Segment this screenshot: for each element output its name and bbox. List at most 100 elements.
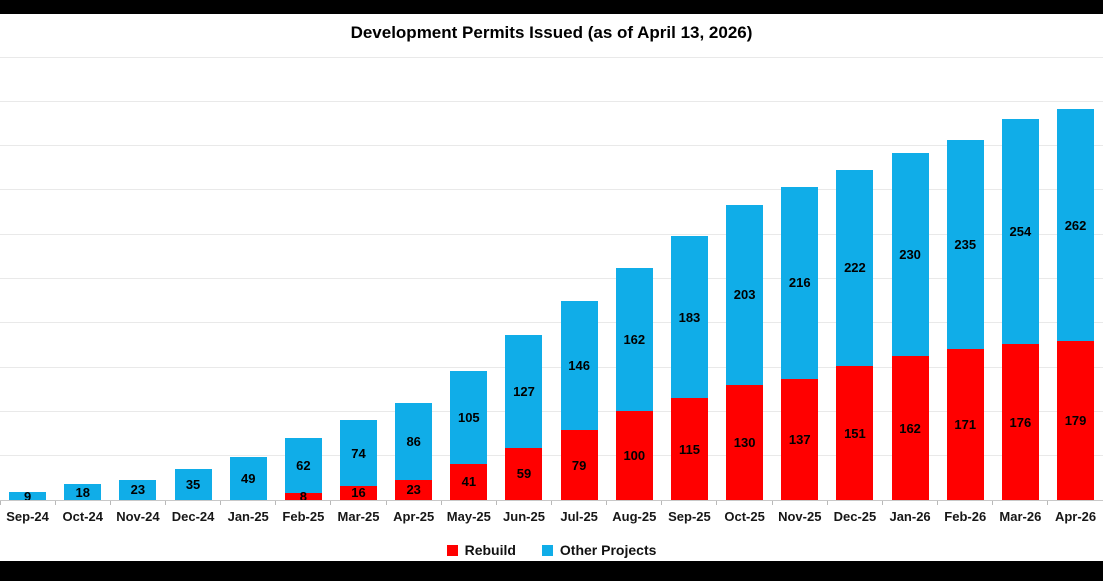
axis-tick	[661, 501, 663, 505]
bar-segment-rebuild: 59	[505, 447, 543, 500]
bar-segment-other-projects: 216	[781, 187, 819, 379]
value-label: 183	[678, 309, 701, 325]
value-label: 41	[461, 474, 477, 490]
value-label: 23	[406, 482, 421, 498]
stacked-bar: 23	[119, 479, 157, 500]
gridline	[0, 189, 1103, 191]
bar-segment-rebuild: 176	[1001, 344, 1039, 500]
value-label: 105	[457, 409, 480, 425]
stacked-bar: 35	[174, 469, 212, 500]
bar-segment-other-projects: 235	[946, 140, 984, 349]
x-axis-label: Nov-24	[116, 509, 160, 524]
axis-tick	[330, 501, 332, 505]
bar-column: 235 171	[938, 140, 993, 500]
bar-segment-other-projects: 62	[284, 438, 322, 493]
value-label: 127	[513, 383, 535, 399]
stacked-bar: 162 100	[615, 267, 653, 500]
x-axis-label: Jun-25	[503, 509, 545, 524]
value-label: 8	[299, 488, 307, 504]
stacked-bar: 216 137	[781, 187, 819, 500]
plot-area: 9 18 23 35 49 62 8 74 16 86 23 105 41 127 59 146 79 162 10…	[0, 56, 1103, 504]
stacked-bar: 203 130	[726, 204, 764, 500]
x-axis-label: Mar-26	[999, 509, 1042, 524]
axis-tick	[385, 501, 387, 505]
bar-segment-other-projects: 262	[1057, 109, 1095, 342]
value-label: 179	[1064, 413, 1087, 429]
bar-segment-other-projects: 203	[726, 204, 764, 385]
axis-tick	[551, 501, 552, 505]
axis-tick	[495, 501, 497, 505]
value-label: 9	[23, 488, 32, 504]
value-label: 23	[130, 482, 146, 498]
bar-segment-rebuild: 23	[395, 479, 433, 500]
value-label: 262	[1064, 217, 1087, 233]
value-label: 74	[351, 445, 366, 461]
stacked-bar: 230 162	[891, 152, 929, 500]
x-axis-label: Mar-25	[337, 509, 380, 524]
x-axis-label: Apr-26	[1054, 509, 1097, 524]
gridline	[0, 455, 1103, 457]
bar-segment-rebuild: 115	[670, 398, 708, 500]
axis-tick	[716, 501, 718, 505]
bar-column: 18	[55, 484, 110, 500]
bar-segment-other-projects: 230	[891, 152, 929, 357]
bar-column: 203 130	[717, 204, 772, 500]
chart-legend: Rebuild Other Projects	[0, 543, 1103, 558]
axis-tick	[1047, 501, 1049, 505]
x-axis-label: Jul-25	[560, 509, 598, 524]
value-label: 137	[788, 431, 811, 447]
bar-segment-rebuild: 100	[615, 411, 653, 500]
x-axis-labels: Sep-24 Oct-24 Nov-24 Dec-24 Jan-25 Feb-25 Mar-…	[0, 509, 1103, 525]
axis-tick	[0, 501, 1, 505]
stacked-bar: 146 79	[560, 300, 598, 500]
bar-segment-other-projects: 23	[119, 479, 157, 500]
gridline	[0, 100, 1103, 102]
value-label: 235	[954, 236, 977, 252]
gridline	[0, 233, 1103, 235]
stacked-bar: 86 23	[395, 403, 433, 500]
bar-column: 86 23	[386, 403, 441, 500]
value-label: 62	[296, 457, 311, 473]
value-label: 35	[185, 477, 201, 492]
value-label: 162	[623, 332, 646, 348]
value-label: 230	[899, 247, 921, 263]
legend-item-rebuild: Rebuild	[446, 543, 516, 558]
stacked-bar: 9	[9, 488, 47, 504]
chart-panel: Development Permits Issued (as of April …	[0, 14, 1103, 561]
stacked-bar: 127 59	[505, 335, 543, 500]
bar-segment-rebuild: 171	[946, 348, 984, 500]
value-label: 130	[733, 434, 756, 450]
bar-segment-rebuild: 16	[340, 485, 378, 500]
bar-column: 230 162	[883, 152, 938, 500]
stacked-bar: 18	[64, 484, 102, 500]
stacked-bar: 254 176	[1001, 119, 1039, 500]
gridline	[0, 366, 1103, 368]
value-label: 203	[733, 287, 756, 303]
legend-swatch	[446, 545, 458, 556]
x-axis-ticks	[0, 501, 1103, 505]
axis-tick	[881, 501, 883, 505]
bar-segment-rebuild: 130	[726, 384, 764, 500]
stacked-bar: 235 171	[946, 140, 984, 500]
axis-tick	[826, 501, 828, 505]
bar-column: 9	[0, 488, 55, 504]
axis-tick	[992, 501, 994, 505]
gridline	[0, 145, 1103, 147]
bar-segment-other-projects: 183	[670, 236, 708, 399]
x-axis-label: Nov-25	[778, 509, 822, 524]
bar-column: 222 151	[827, 169, 882, 500]
bar-segment-other-projects: 222	[836, 169, 874, 367]
bar-segment-other-projects: 127	[505, 335, 543, 448]
x-axis-label: Apr-25	[393, 509, 435, 524]
axis-tick	[54, 501, 56, 505]
x-axis-label: Feb-25	[282, 509, 325, 524]
x-axis-label: Jan-26	[889, 509, 931, 524]
bar-segment-other-projects: 49	[229, 456, 267, 500]
bar-column: 35	[165, 469, 220, 500]
gridline	[0, 410, 1103, 412]
x-axis-label: Sep-24	[6, 509, 49, 524]
bar-column: 146 79	[552, 300, 607, 500]
axis-tick	[771, 501, 773, 505]
gridline	[0, 322, 1103, 324]
axis-tick	[440, 501, 442, 505]
